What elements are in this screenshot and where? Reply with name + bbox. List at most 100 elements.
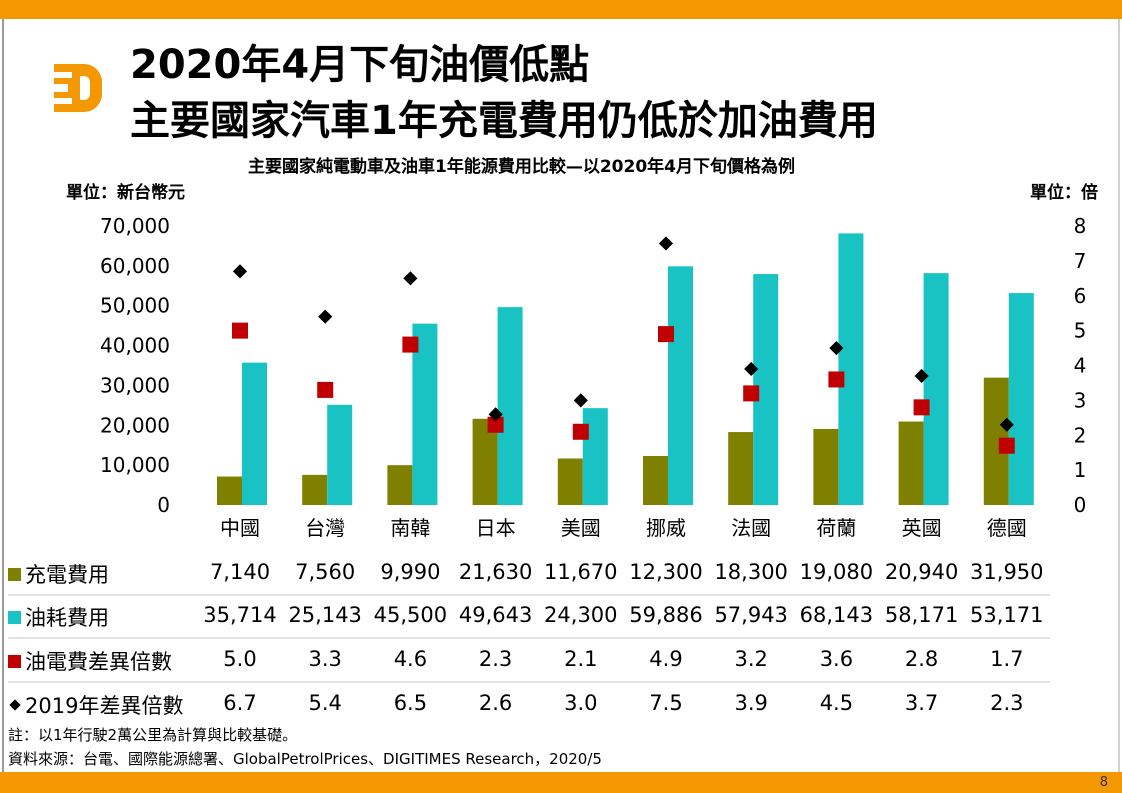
ratio-2019-marker (403, 271, 418, 286)
charging-cost-bar (387, 465, 413, 505)
ratio-2019-marker (999, 417, 1014, 432)
ratio-2019-value: 4.5 (819, 691, 854, 715)
ratio-2019-value: 3.7 (904, 691, 939, 715)
charging-cost-bar (302, 474, 328, 505)
right-axis-tick-label: 0 (1074, 493, 1087, 517)
legend-label: 充電費用 (25, 563, 109, 587)
right-axis-unit: 單位：倍 (1030, 183, 1098, 203)
cost-ratio-value: 3.2 (734, 647, 768, 671)
ratio-2019-marker (488, 407, 503, 422)
category-label: 法國 (731, 516, 771, 540)
fuel-cost-legend: 油耗費用 (8, 602, 109, 632)
fuel-cost-bar (923, 273, 949, 505)
charging-cost-bar (813, 428, 839, 505)
fuel-cost-bar (242, 362, 267, 505)
ratio-2019-value: 7.5 (649, 691, 683, 715)
category-label: 美國 (561, 516, 601, 540)
cost-ratio-marker (913, 399, 930, 416)
fuel-cost-bar (412, 323, 438, 505)
slide-title-line1: 2020年4月下旬油價低點 (130, 42, 590, 88)
charging-cost-value: 9,990 (380, 560, 441, 584)
charging-cost-bar (472, 418, 498, 505)
left-axis-tick-label: 70,000 (100, 214, 170, 238)
fuel-cost-value: 59,886 (629, 603, 703, 627)
cost-ratio-value: 4.6 (393, 647, 428, 671)
left-axis-tick-label: 40,000 (100, 334, 170, 358)
ratio-2019-value: 6.5 (393, 691, 428, 715)
fuel-cost-value: 49,643 (458, 603, 533, 627)
fuel-cost-value: 57,943 (714, 603, 788, 627)
ratio-2019-value: 6.7 (223, 691, 257, 715)
charging-cost-value: 19,080 (799, 560, 874, 584)
square-legend-marker (8, 610, 21, 624)
left-axis-tick-label: 20,000 (100, 413, 170, 437)
legend-label: 油耗費用 (25, 606, 109, 630)
fuel-cost-value: 53,171 (970, 603, 1044, 627)
right-axis-tick-label: 5 (1074, 319, 1087, 343)
right-axis-tick-label: 7 (1074, 249, 1087, 273)
category-label: 荷蘭 (816, 516, 856, 540)
diamond-legend-marker (9, 699, 21, 711)
left-axis-tick-label: 0 (157, 493, 170, 517)
top-accent-bar (0, 0, 1122, 19)
left-axis-tick-label: 60,000 (100, 254, 170, 278)
cost-ratio-value: 3.6 (819, 647, 854, 671)
charging-cost-bar (643, 455, 668, 505)
right-axis-tick-label: 3 (1074, 388, 1087, 412)
category-label: 南韓 (390, 516, 430, 540)
cost-ratio-marker (658, 326, 674, 343)
ratio-2019-legend: 2019年差異倍數 (8, 690, 183, 720)
left-axis-unit: 單位：新台幣元 (66, 183, 185, 203)
fuel-cost-value: 45,500 (373, 603, 448, 627)
cost-ratio-marker (743, 385, 760, 402)
category-label: 台灣 (305, 516, 345, 540)
charging-cost-bar (557, 458, 583, 505)
cost-ratio-value: 2.1 (564, 647, 598, 671)
cost-ratio-value: 3.3 (308, 647, 342, 671)
cost-ratio-marker (402, 336, 419, 353)
right-axis-tick-label: 1 (1074, 458, 1087, 482)
cost-ratio-value: 2.3 (478, 647, 513, 671)
right-axis-tick-label: 6 (1074, 284, 1087, 308)
ratio-2019-marker (744, 361, 759, 377)
charging-cost-value: 31,950 (970, 560, 1044, 584)
square-legend-marker (8, 654, 21, 668)
charging-cost-value: 11,670 (544, 560, 618, 584)
slide-title-line2: 主要國家汽車1年充電費用仍低於加油費用 (130, 98, 878, 144)
ratio-2019-marker (829, 340, 844, 356)
charging-cost-value: 7,560 (295, 560, 356, 584)
charging-cost-legend: 充電費用 (8, 559, 109, 589)
fuel-cost-bar (327, 404, 353, 505)
ratio-2019-marker (914, 368, 929, 384)
fuel-cost-bar (668, 266, 693, 505)
fuel-cost-bar (1008, 293, 1034, 505)
right-axis-tick-label: 8 (1074, 214, 1087, 238)
ratio-2019-value: 2.3 (990, 691, 1024, 715)
cost-ratio-marker (998, 437, 1015, 454)
charging-cost-bar (898, 421, 924, 505)
category-label: 中國 (220, 516, 260, 540)
fuel-cost-value: 68,143 (799, 603, 874, 627)
ratio-2019-marker (318, 309, 333, 324)
cost-ratio-marker (317, 381, 334, 398)
square-legend-marker (8, 567, 21, 581)
left-axis-tick-label: 10,000 (100, 453, 170, 477)
fuel-cost-value: 25,143 (288, 603, 362, 627)
category-label: 日本 (476, 516, 516, 540)
left-border (2, 19, 4, 772)
bottom-accent-bar (0, 772, 1122, 793)
legend-label: 2019年差異倍數 (25, 694, 184, 718)
charging-cost-bar (728, 432, 754, 505)
cost-ratio-marker (487, 416, 504, 433)
charging-cost-value: 21,630 (458, 560, 533, 584)
right-axis-tick-label: 2 (1074, 423, 1087, 447)
cost-ratio-value: 5.0 (223, 647, 257, 671)
cost-ratio-value: 1.7 (990, 647, 1024, 671)
right-axis-tick-label: 4 (1074, 354, 1087, 378)
cost-ratio-marker (232, 322, 248, 339)
footnote: 註：以1年行駛2萬公里為計算與比較基礎。 (8, 726, 298, 744)
cost-ratio-value: 2.8 (904, 647, 939, 671)
cost-ratio-marker (828, 371, 845, 388)
cost-ratio-legend: 油電費差異倍數 (8, 646, 172, 676)
right-border (1118, 19, 1120, 772)
